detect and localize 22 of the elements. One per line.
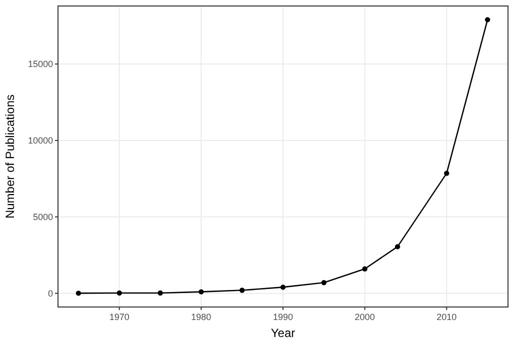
point bbox=[362, 266, 368, 272]
point bbox=[484, 17, 490, 22]
point bbox=[444, 170, 450, 176]
y-tick-label: 10000 bbox=[28, 135, 53, 146]
point bbox=[198, 289, 204, 294]
y-axis-title: Number of Publications bbox=[3, 94, 17, 219]
point bbox=[239, 288, 245, 293]
x-tick-label: 1980 bbox=[191, 312, 212, 322]
x-tick-label: 2000 bbox=[354, 312, 375, 322]
y-tick-label: 0 bbox=[48, 288, 53, 298]
y-tick-label: 15000 bbox=[28, 59, 53, 70]
point bbox=[321, 280, 327, 286]
x-axis-title: Year bbox=[270, 326, 296, 340]
point bbox=[116, 290, 122, 296]
x-tick-label: 1970 bbox=[109, 312, 130, 322]
x-tick-label: 2010 bbox=[436, 312, 457, 322]
point bbox=[394, 244, 400, 250]
point bbox=[158, 290, 163, 296]
y-tick-label: 5000 bbox=[32, 212, 53, 222]
x-tick-label: 1990 bbox=[272, 312, 294, 322]
point bbox=[280, 284, 286, 290]
point bbox=[76, 290, 82, 296]
